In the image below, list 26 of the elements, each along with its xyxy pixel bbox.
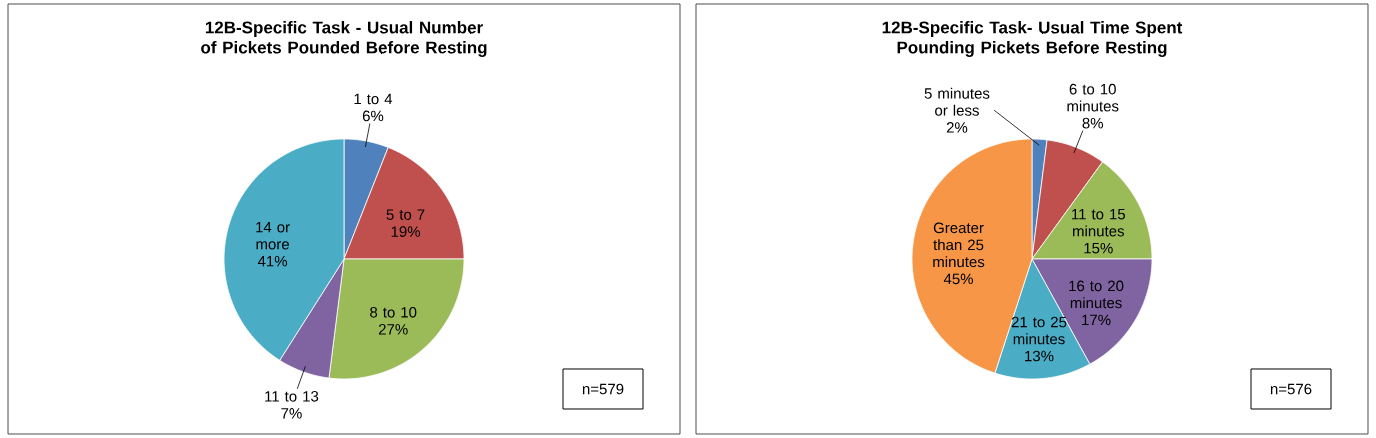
data-label: 17% (1082, 314, 1111, 326)
slice-label: 11 to 15 minutes (1072, 208, 1126, 237)
slice-label: 1 to 4 (354, 93, 393, 105)
chart-title: 12B-Specific Task - Usual Number of Pickets Pounded Before Resting (201, 21, 487, 57)
chart-title: 12B-Specific Task- Usual Time Spent Pounding Pickets Before Resting (882, 21, 1183, 57)
slice-label: 5 minutes or less (924, 87, 990, 116)
data-label: 45% (943, 273, 973, 285)
data-label: 19% (391, 226, 421, 237)
slice-label: 16 to 20 minutes (1069, 280, 1124, 309)
slice-label: Greater than 25 minutes (933, 222, 985, 268)
data-label: 27% (378, 324, 408, 335)
slice-label: 11 to 13 (265, 391, 319, 402)
data-label: 41% (257, 255, 288, 267)
slice-label: 8 to 10 (370, 307, 417, 318)
data-label: 6% (362, 110, 384, 122)
slice-label: 5 to 7 (386, 209, 425, 220)
text: n=576 (1270, 383, 1312, 395)
data-label: 7% (281, 408, 302, 419)
text: n=579 (582, 383, 624, 395)
data-label: 15% (1084, 242, 1113, 254)
slice-label: 6 to 10 minutes (1067, 83, 1119, 112)
slice-label: 21 to 25 minutes (1011, 316, 1067, 345)
data-label: 13% (1025, 350, 1054, 362)
data-label: 2% (946, 122, 968, 133)
data-label: 8% (1082, 117, 1104, 129)
slice-label: 14 or more (256, 222, 290, 250)
